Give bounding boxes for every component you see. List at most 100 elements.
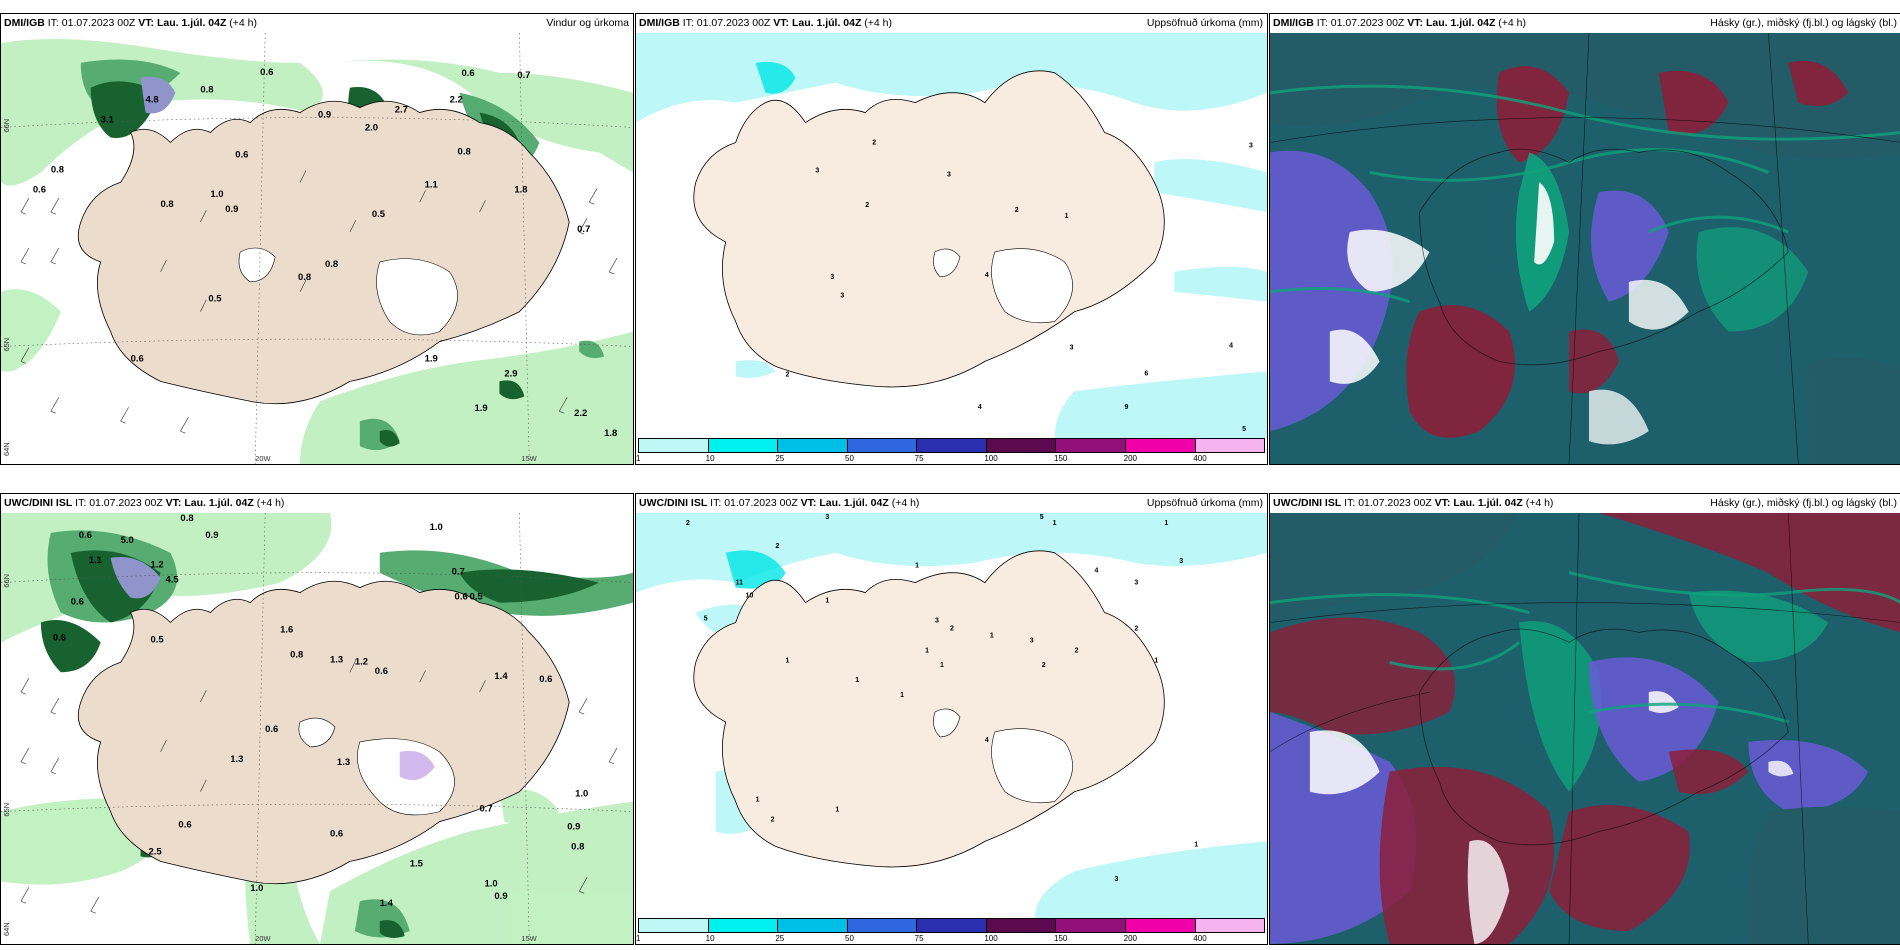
value-label: 1.0 (430, 522, 443, 533)
value-label: 0.8 (160, 199, 173, 210)
panel-title: DMI/IGB IT: 01.07.2023 00Z VT: Lau. 1.jú… (636, 14, 1267, 32)
lat-label: 65N (2, 803, 11, 817)
colorbar-ticks: 1 10 25 50 75 100 150 200 400 (636, 934, 1265, 944)
colorbar: 1 10 25 50 75 100 150 200 400 (636, 438, 1267, 464)
value-label: 2 (872, 139, 876, 146)
value-label: 10 (746, 593, 754, 600)
value-label: 0.9 (567, 822, 580, 833)
colorbar-swatch (778, 439, 848, 452)
value-label: 4.5 (165, 575, 178, 586)
value-label: 0.8 (200, 85, 213, 96)
value-label: 1 (1154, 657, 1158, 664)
value-label: 3 (1179, 558, 1183, 565)
value-label: 4.8 (146, 95, 159, 106)
map-accum-precip: 2 3 1 5 1 3 5 2 10 11 1 1 1 1 1 3 2 1 1 … (636, 513, 1267, 918)
lat-label: 66N (2, 574, 11, 588)
value-label: 1 (756, 797, 760, 804)
colorbar-tick-label: 75 (914, 454, 924, 463)
value-label: 0.8 (51, 164, 64, 175)
colorbar-swatch (1195, 439, 1265, 452)
value-label: 3 (1114, 876, 1118, 883)
value-label: 5 (1242, 426, 1246, 433)
map-clouds (1270, 33, 1900, 464)
map-svg: 0.6 0.8 0.9 1.0 5.0 4.5 1.1 1.2 0.6 0.6 … (1, 513, 633, 944)
value-label: 0.6 (260, 67, 273, 78)
value-label: 0.8 (571, 841, 584, 852)
map-svg: 2 3 1 5 1 3 5 2 10 11 1 1 1 1 1 3 2 1 1 … (636, 513, 1267, 918)
value-label: 1.3 (230, 754, 243, 765)
value-label: 1 (990, 632, 994, 639)
value-label: 4 (985, 272, 989, 279)
panel-dmi-accum-precip[interactable]: DMI/IGB IT: 01.07.2023 00Z VT: Lau. 1.jú… (635, 13, 1268, 465)
panel-title: UWC/DINI ISL IT: 01.07.2023 00Z VT: Lau.… (636, 494, 1267, 512)
colorbar-tick-label: 100 (984, 454, 998, 463)
value-label: 0.6 (462, 68, 475, 79)
value-label: 0.6 (455, 592, 468, 603)
map-svg: 2 3 3 2 2 1 3 4 3 3 2 4 6 9 4 5 3 (636, 33, 1267, 438)
map-svg: 0.6 0.8 3.1 4.8 0.8 0.6 0.6 0.8 1.0 0.9 … (1, 33, 633, 464)
value-label: 3 (947, 171, 951, 178)
value-label: 0.8 (298, 272, 311, 283)
value-label: 5 (1040, 514, 1044, 521)
value-label: 0.6 (53, 632, 66, 643)
colorbar-swatch (639, 919, 709, 932)
colorbar-tick-label: 200 (1123, 934, 1138, 943)
value-label: 0.5 (372, 209, 385, 220)
value-label: 4 (978, 404, 982, 411)
value-label: 3 (840, 293, 844, 300)
value-label: 1.4 (494, 671, 508, 682)
colorbar-tick-label: 25 (775, 934, 785, 943)
value-label: 1.1 (425, 179, 438, 190)
value-label: 1.4 (380, 898, 394, 909)
value-label: 1.2 (355, 656, 368, 667)
colorbar-swatch (986, 919, 1057, 932)
value-label: 1.2 (151, 560, 164, 571)
panel-title: UWC/DINI ISL IT: 01.07.2023 00Z VT: Lau.… (1270, 494, 1900, 512)
value-label: 0.6 (33, 184, 46, 195)
panel-dmi-wind-precip[interactable]: DMI/IGB IT: 01.07.2023 00Z VT: Lau. 1.jú… (0, 13, 634, 465)
value-label: 5 (704, 615, 708, 622)
value-label: 2.2 (450, 95, 463, 106)
value-label: 1.6 (280, 624, 293, 635)
value-label: 1.9 (425, 353, 438, 364)
value-label: 5.0 (121, 535, 134, 546)
lon-label: 20W (255, 934, 271, 943)
lat-label: 65N (2, 338, 11, 352)
value-label: 1 (925, 647, 929, 654)
colorbar-swatch (847, 919, 918, 932)
value-label: 1.0 (250, 883, 263, 894)
colorbar-swatch (1195, 919, 1265, 932)
value-label: 1.5 (410, 858, 423, 869)
value-label: 3.1 (101, 115, 114, 126)
value-label: 3 (830, 274, 834, 281)
value-label: 0.6 (131, 353, 144, 364)
colorbar-tick-label: 150 (1054, 454, 1068, 463)
value-label: 1.0 (210, 189, 223, 200)
value-label: 2 (776, 543, 780, 550)
value-label: 2.2 (574, 408, 587, 419)
value-label: 3 (935, 617, 939, 624)
value-label: 1.9 (475, 403, 488, 414)
panel-uwc-clouds[interactable]: UWC/DINI ISL IT: 01.07.2023 00Z VT: Lau.… (1269, 493, 1900, 945)
value-label: 1.3 (330, 654, 343, 665)
colorbar-tick-label: 75 (914, 934, 924, 943)
value-label: 1.1 (89, 555, 102, 566)
panel-dmi-clouds[interactable]: DMI/IGB IT: 01.07.2023 00Z VT: Lau. 1.jú… (1269, 13, 1900, 465)
value-label: 3 (1249, 142, 1253, 149)
colorbar-swatch (708, 439, 779, 452)
value-label: 2 (1042, 662, 1046, 669)
value-label: 0.9 (205, 530, 218, 541)
map-svg (1270, 33, 1900, 464)
panel-uwc-wind-precip[interactable]: UWC/DINI ISL IT: 01.07.2023 00Z VT: Lau.… (0, 493, 634, 945)
value-label: 0.5 (151, 634, 164, 645)
colorbar-swatch (778, 919, 848, 932)
value-label: 2 (865, 202, 869, 209)
value-label: 0.9 (494, 891, 507, 902)
panel-uwc-accum-precip[interactable]: UWC/DINI ISL IT: 01.07.2023 00Z VT: Lau.… (635, 493, 1268, 945)
colorbar-swatch (986, 439, 1057, 452)
value-label: 2.5 (149, 846, 162, 857)
value-label: 1 (1053, 520, 1057, 527)
colorbar-tick-label: 400 (1193, 454, 1207, 463)
lat-label: 66N (2, 119, 11, 133)
value-label: 2 (950, 625, 954, 632)
